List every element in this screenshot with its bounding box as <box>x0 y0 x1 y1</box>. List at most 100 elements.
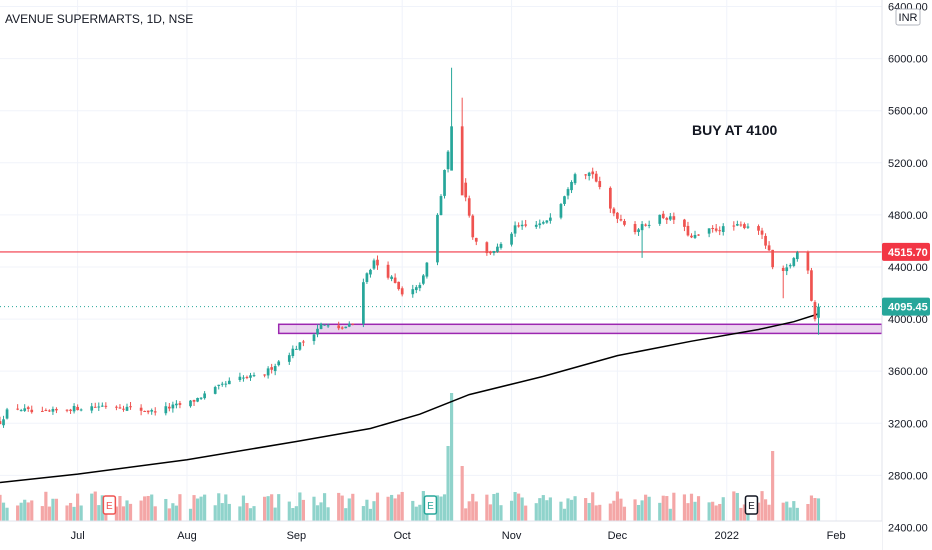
candle <box>732 221 736 231</box>
candle-body <box>587 172 591 176</box>
candle-body <box>788 265 792 267</box>
volume-bar <box>771 451 775 521</box>
volume-bar <box>615 491 619 521</box>
candle-body <box>16 408 19 410</box>
volume-bar <box>188 508 193 521</box>
candle <box>224 381 228 388</box>
volume-bar <box>118 495 122 521</box>
candle <box>118 404 122 409</box>
candle <box>496 243 499 253</box>
time-tick-label: 2022 <box>715 530 739 542</box>
candle <box>326 323 330 328</box>
volume-bar <box>97 505 101 521</box>
candle <box>746 223 750 229</box>
price-tick-label: 5600.00 <box>888 106 928 118</box>
candle <box>143 410 146 412</box>
volume-bar <box>591 492 595 521</box>
candle <box>520 220 524 230</box>
candle-body <box>192 400 196 402</box>
volume-bar <box>672 492 676 521</box>
volume-bar <box>598 504 602 521</box>
candles <box>0 67 820 428</box>
candle <box>150 408 154 415</box>
volume-bar <box>524 505 528 521</box>
volume-bar <box>418 504 422 521</box>
candle <box>510 232 513 247</box>
volume-bar <box>312 496 316 521</box>
moving-average-line <box>0 313 819 484</box>
candle-body <box>422 275 425 284</box>
volume-bar <box>224 494 228 521</box>
volume-bar <box>421 491 425 521</box>
volume-bar <box>375 492 380 521</box>
candle <box>697 234 700 236</box>
candle-body <box>129 406 132 408</box>
candle <box>608 186 612 213</box>
volume-bar <box>19 502 23 521</box>
candle <box>199 397 203 400</box>
time-axis[interactable]: Jul Aug Sep Oct Nov Dec 2022 Feb <box>0 520 882 550</box>
volume-bar <box>164 498 168 521</box>
candle <box>806 250 810 275</box>
volume-bar <box>287 501 291 521</box>
candle <box>771 249 774 270</box>
candle <box>598 176 602 190</box>
candle-body <box>302 341 305 343</box>
candle <box>263 374 266 378</box>
candle-body <box>736 224 739 226</box>
candle <box>26 405 30 412</box>
candle <box>139 404 143 416</box>
candle-body <box>196 397 199 402</box>
volume-bar <box>294 506 298 521</box>
volume-bar <box>291 508 295 521</box>
candle <box>422 274 425 286</box>
time-tick-label: Oct <box>394 530 411 542</box>
volume-bar <box>492 494 496 521</box>
candle-body <box>806 251 810 271</box>
candle <box>647 220 651 229</box>
candle <box>347 321 351 328</box>
volume-bar <box>217 493 221 521</box>
volume-bar <box>658 502 662 521</box>
resistance-line-layer <box>0 251 882 308</box>
resistance-price-tag: 4515.70 <box>882 242 930 261</box>
candle <box>485 241 489 256</box>
candle-body <box>69 409 72 411</box>
candle <box>245 375 249 380</box>
volume-bar <box>347 498 351 521</box>
volume-bar <box>608 503 612 521</box>
candle <box>665 216 669 224</box>
volume-bar <box>54 498 59 521</box>
candle-body <box>534 224 538 227</box>
candle <box>287 352 291 365</box>
price-axis[interactable]: 6400.006000.005600.005200.004800.004400.… <box>881 0 932 550</box>
volume-bar <box>146 495 150 521</box>
candle-body <box>414 287 418 291</box>
candle-body <box>411 289 415 295</box>
candle-body <box>813 302 817 320</box>
volume-bar <box>143 496 147 521</box>
volume-bar <box>573 496 577 521</box>
earnings-event-marker: E <box>423 495 438 515</box>
volume-bar <box>121 506 126 521</box>
candle <box>707 228 711 238</box>
volume-bar <box>100 495 104 521</box>
candle <box>538 219 542 229</box>
candle-body <box>386 264 390 278</box>
candle <box>291 345 295 359</box>
candle-body <box>513 225 517 234</box>
candle-body <box>97 406 101 408</box>
candle <box>0 416 2 425</box>
candle <box>76 404 79 411</box>
candle-body <box>460 126 464 196</box>
support-zone-layer <box>277 323 883 335</box>
candle-body <box>238 376 242 381</box>
candle-body <box>439 196 443 216</box>
candle <box>122 405 125 412</box>
volume-bar <box>541 495 545 521</box>
candle-body <box>608 187 612 209</box>
candle-body <box>372 260 376 269</box>
candle-body <box>365 273 369 282</box>
volume-bar <box>90 493 94 521</box>
